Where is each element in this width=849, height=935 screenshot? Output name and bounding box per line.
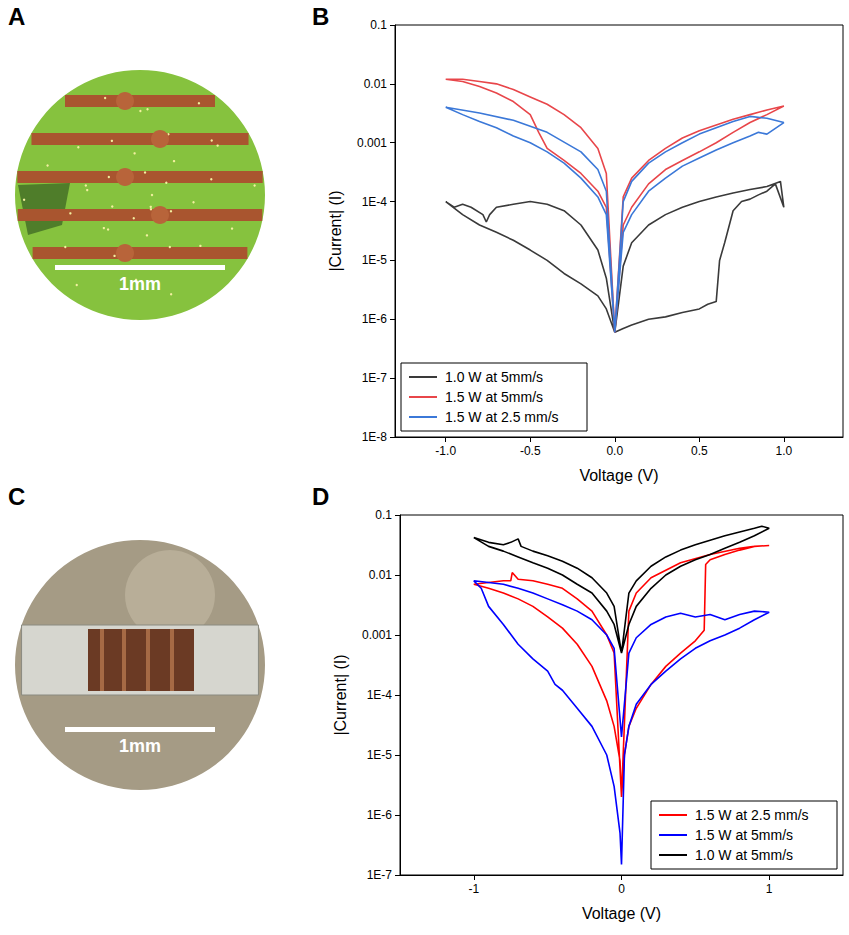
svg-text:Voltage (V): Voltage (V) — [579, 467, 658, 484]
svg-text:0.5: 0.5 — [691, 444, 708, 458]
svg-text:0.0: 0.0 — [606, 444, 623, 458]
svg-text:-1.0: -1.0 — [435, 444, 456, 458]
svg-text:1E-7: 1E-7 — [367, 868, 393, 882]
svg-text:1E-4: 1E-4 — [367, 688, 393, 702]
svg-text:0.01: 0.01 — [364, 77, 388, 91]
svg-text:0: 0 — [618, 882, 625, 896]
svg-text:1.0: 1.0 — [775, 444, 792, 458]
svg-text:1.0 W at 5mm/s: 1.0 W at 5mm/s — [445, 369, 543, 385]
svg-text:0.1: 0.1 — [375, 508, 392, 522]
svg-text:1.0 W at 5mm/s: 1.0 W at 5mm/s — [695, 847, 793, 863]
svg-text:0.001: 0.001 — [362, 628, 392, 642]
svg-text:1E-4: 1E-4 — [362, 195, 388, 209]
svg-text:-1: -1 — [468, 882, 479, 896]
svg-text:|Current| (I): |Current| (I) — [327, 190, 344, 271]
svg-text:1E-8: 1E-8 — [362, 430, 388, 444]
svg-text:Voltage (V): Voltage (V) — [582, 905, 661, 922]
svg-text:D: D — [312, 483, 329, 510]
svg-text:|Current| (I): |Current| (I) — [332, 654, 349, 735]
svg-text:1E-5: 1E-5 — [367, 748, 393, 762]
svg-text:0.001: 0.001 — [357, 136, 387, 150]
svg-text:1E-6: 1E-6 — [367, 808, 393, 822]
svg-text:0.01: 0.01 — [369, 568, 393, 582]
svg-text:B: B — [312, 3, 329, 30]
svg-text:1mm: 1mm — [119, 736, 161, 756]
svg-text:1.5 W at 2.5 mm/s: 1.5 W at 2.5 mm/s — [445, 409, 559, 425]
svg-text:0.1: 0.1 — [370, 18, 387, 32]
svg-text:1E-7: 1E-7 — [362, 371, 388, 385]
svg-text:1E-6: 1E-6 — [362, 312, 388, 326]
svg-text:1.5 W at 5mm/s: 1.5 W at 5mm/s — [695, 827, 793, 843]
svg-text:1: 1 — [766, 882, 773, 896]
svg-text:A: A — [8, 3, 25, 30]
svg-text:1mm: 1mm — [119, 274, 161, 294]
svg-text:1.5 W at 5mm/s: 1.5 W at 5mm/s — [445, 389, 543, 405]
svg-text:1E-5: 1E-5 — [362, 253, 388, 267]
svg-text:1.5 W at 2.5 mm/s: 1.5 W at 2.5 mm/s — [695, 807, 809, 823]
svg-text:C: C — [8, 483, 25, 510]
svg-text:-0.5: -0.5 — [520, 444, 541, 458]
